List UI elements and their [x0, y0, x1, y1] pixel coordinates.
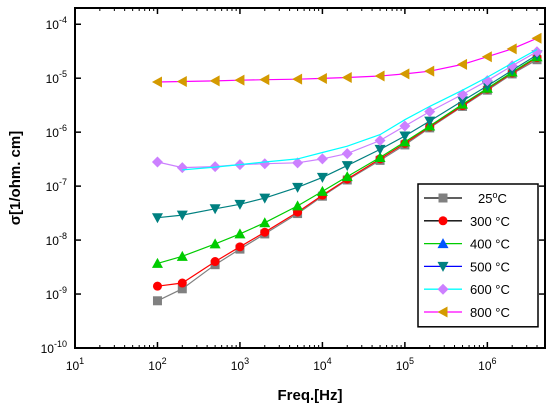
data-point	[457, 96, 469, 107]
data-point	[316, 153, 328, 165]
data-point	[177, 278, 187, 288]
legend-item: 400 °C	[424, 237, 510, 252]
data-point	[152, 296, 162, 306]
data-point	[531, 46, 543, 58]
data-point	[234, 74, 245, 86]
data-point	[374, 151, 386, 162]
legend-label: 500 °C	[470, 259, 510, 274]
data-point	[151, 156, 163, 168]
y-tick-label: 10-8	[46, 231, 67, 248]
data-point	[292, 182, 304, 193]
data-point	[399, 131, 411, 142]
series-5	[182, 48, 538, 171]
legend-label: 400 °C	[470, 237, 510, 252]
data-point	[176, 250, 188, 261]
legend-item: 25oC	[424, 190, 507, 206]
legend-item: 300 °C	[424, 214, 510, 229]
legend: 25oC 300 °C 400 °C 500 °C 600 °C 800 °C	[417, 183, 539, 328]
data-point	[292, 73, 303, 85]
data-point	[235, 242, 245, 252]
legend-item: 600 °C	[424, 282, 510, 297]
data-point	[341, 148, 353, 160]
data-point	[374, 70, 385, 82]
data-point	[341, 161, 353, 172]
legend-box	[417, 183, 539, 328]
data-point	[292, 157, 304, 169]
data-point	[210, 257, 220, 267]
y-tick-label: 10-6	[46, 123, 67, 140]
data-point	[424, 106, 436, 118]
data-point	[209, 238, 221, 249]
legend-marker	[438, 193, 448, 203]
data-point	[481, 81, 493, 92]
series-4	[151, 46, 543, 174]
data-point	[399, 120, 411, 132]
data-point	[374, 144, 386, 155]
legend-marker	[437, 238, 449, 249]
data-point	[176, 162, 188, 174]
series-3	[151, 50, 543, 224]
legend-item: 500 °C	[424, 259, 510, 274]
data-point	[316, 72, 327, 84]
x-tick-label: 103	[231, 356, 249, 373]
y-axis-label: σ[1/ohm. cm]	[7, 131, 24, 225]
legend-label: 25oC	[478, 190, 507, 206]
y-tick-label: 10-7	[46, 177, 67, 194]
x-tick-label: 102	[148, 356, 166, 373]
data-point	[292, 200, 304, 211]
legend-label: 300 °C	[470, 214, 510, 229]
y-tick-label: 10-5	[46, 69, 67, 86]
x-axis-label: Freq.[Hz]	[278, 387, 343, 404]
data-point	[151, 257, 163, 268]
data-point	[177, 284, 187, 294]
data-point	[531, 32, 542, 44]
legend-label: 800 °C	[470, 305, 510, 320]
data-point	[506, 43, 517, 55]
data-point	[209, 204, 221, 215]
data-point	[209, 75, 220, 87]
data-point	[506, 60, 518, 72]
y-tick-label: 10-4	[46, 15, 67, 32]
x-tick-label: 104	[313, 356, 331, 373]
legend-item: 800 °C	[424, 305, 510, 320]
series-layer	[151, 32, 543, 306]
data-point	[176, 75, 187, 87]
legend-label: 600 °C	[470, 282, 510, 297]
data-point	[151, 213, 163, 224]
series-2	[151, 51, 543, 268]
data-point	[341, 171, 353, 182]
legend-marker	[437, 283, 449, 295]
axes: 101 102 103 104 105 106 10-10 10-9 10-8 10-7 10-6 1…	[41, 7, 546, 373]
series-6	[151, 32, 542, 88]
y-tick-label: 10-10	[41, 339, 67, 356]
data-point	[374, 135, 386, 147]
data-point	[259, 193, 271, 204]
data-point	[259, 74, 270, 86]
data-point	[424, 116, 436, 127]
data-point	[259, 158, 271, 170]
legend-marker	[438, 216, 448, 226]
legend-marker	[437, 261, 449, 272]
y-tick-label: 10-9	[46, 285, 67, 302]
data-point	[457, 58, 468, 70]
data-point	[341, 72, 352, 84]
series-line	[182, 48, 538, 171]
data-point	[234, 199, 246, 210]
data-point	[259, 217, 271, 228]
data-point	[234, 228, 246, 239]
data-point	[152, 281, 162, 291]
data-point	[399, 68, 410, 80]
data-point	[260, 227, 270, 237]
x-tick-label: 106	[478, 356, 496, 373]
data-point	[316, 185, 328, 196]
data-point	[176, 210, 188, 221]
data-point	[316, 172, 328, 183]
x-tick-label: 101	[66, 356, 84, 373]
data-point	[424, 65, 435, 77]
x-tick-label: 105	[396, 356, 414, 373]
data-point	[481, 51, 492, 63]
data-point	[151, 76, 162, 88]
legend-marker	[437, 306, 448, 318]
